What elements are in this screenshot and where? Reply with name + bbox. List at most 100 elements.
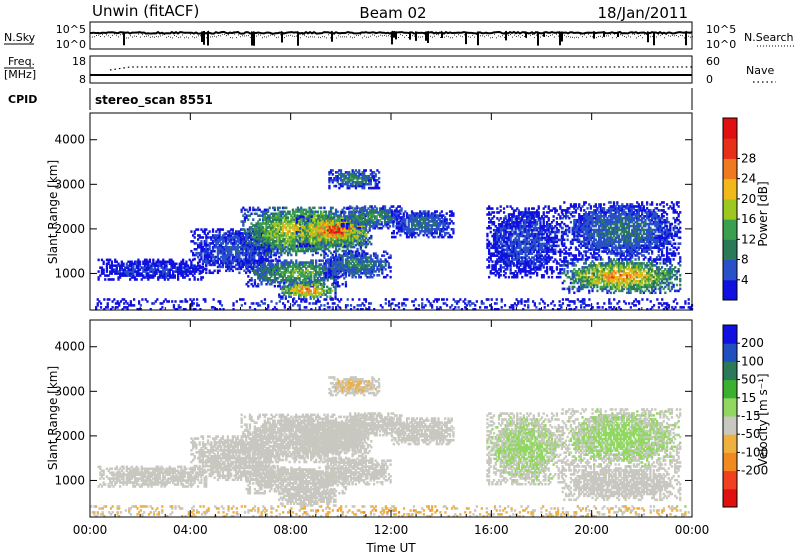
data-cell — [405, 226, 409, 229]
data-cell — [320, 206, 323, 210]
data-cell — [344, 275, 348, 278]
data-cell — [255, 234, 258, 237]
data-cell — [307, 233, 310, 236]
data-cell — [348, 179, 351, 182]
data-cell — [360, 238, 363, 242]
data-cell — [338, 247, 341, 251]
data-cell — [311, 241, 314, 245]
data-cell — [251, 257, 254, 261]
data-cell — [235, 234, 238, 237]
data-cell — [295, 269, 298, 272]
data-cell — [407, 235, 410, 239]
data-cell — [267, 277, 270, 280]
data-cell — [258, 259, 262, 262]
data-cell — [210, 259, 213, 263]
data-cell — [286, 267, 290, 270]
data-cell — [243, 253, 246, 257]
data-cell — [278, 226, 281, 229]
data-cell — [315, 259, 318, 262]
data-cell — [335, 227, 338, 230]
data-cell — [509, 254, 512, 257]
data-cell — [350, 215, 354, 218]
data-cell — [395, 207, 398, 210]
data-cell — [327, 234, 330, 238]
data-cell — [245, 216, 248, 219]
data-cell — [296, 271, 300, 274]
data-cell — [198, 244, 201, 247]
data-cell — [334, 258, 338, 261]
data-cell — [132, 274, 135, 277]
data-cell — [388, 221, 392, 224]
data-cell — [262, 263, 265, 266]
data-cell — [211, 259, 215, 263]
data-cell — [307, 227, 310, 230]
data-cell — [285, 269, 288, 272]
data-cell — [338, 262, 341, 265]
data-cell — [110, 260, 114, 264]
data-cell — [152, 264, 155, 267]
data-cell — [172, 270, 175, 273]
data-cell — [200, 249, 203, 253]
data-cell — [494, 240, 497, 244]
data-cell — [497, 230, 501, 234]
data-cell — [147, 264, 150, 267]
data-cell — [172, 272, 175, 275]
data-cell — [291, 241, 295, 245]
data-cell — [382, 217, 385, 220]
data-cell — [349, 266, 353, 269]
data-cell — [263, 210, 266, 214]
data-cell — [240, 261, 243, 265]
data-cell — [210, 255, 213, 259]
data-cell — [276, 236, 280, 239]
data-cell — [489, 254, 492, 257]
data-cell — [506, 248, 509, 252]
data-cell — [288, 263, 291, 266]
nave-trace — [109, 66, 692, 71]
data-cell — [327, 287, 331, 291]
data-cell — [236, 238, 239, 241]
data-cell — [270, 241, 273, 245]
data-cell — [509, 236, 512, 240]
data-cell — [177, 276, 180, 279]
data-cell — [420, 224, 424, 227]
data-cell — [293, 226, 296, 229]
data-cell — [291, 220, 295, 223]
data-cell — [275, 265, 278, 268]
data-cell — [318, 263, 321, 266]
data-cell — [430, 228, 433, 231]
data-cell — [338, 234, 341, 238]
data-cell — [257, 277, 260, 280]
data-cell — [506, 242, 509, 246]
data-cell — [334, 214, 338, 217]
data-cell — [321, 265, 324, 268]
data-cell — [218, 257, 221, 261]
data-cell — [340, 225, 344, 228]
data-cell — [412, 224, 415, 227]
data-cell — [353, 180, 356, 184]
data-cell — [501, 266, 504, 269]
data-cell — [364, 272, 367, 275]
data-cell — [301, 263, 305, 266]
data-cell — [311, 295, 314, 298]
data-cell — [265, 216, 268, 219]
data-cell — [387, 223, 390, 226]
data-cell — [323, 233, 327, 236]
data-cell — [369, 186, 372, 190]
data-cell — [352, 221, 355, 224]
data-cell — [280, 271, 283, 274]
data-cell — [301, 208, 305, 212]
data-cell — [218, 244, 221, 247]
data-cell — [312, 229, 315, 232]
data-cell — [310, 234, 313, 238]
data-cell — [280, 222, 283, 225]
data-cell — [323, 256, 326, 259]
data-cell — [334, 295, 337, 298]
data-cell — [402, 230, 405, 233]
data-cell — [280, 239, 283, 243]
data-cell — [258, 214, 261, 217]
data-cell — [272, 226, 275, 229]
data-cell — [361, 234, 365, 238]
data-cell — [338, 238, 341, 242]
data-cell — [231, 253, 234, 257]
data-cell — [129, 270, 132, 273]
